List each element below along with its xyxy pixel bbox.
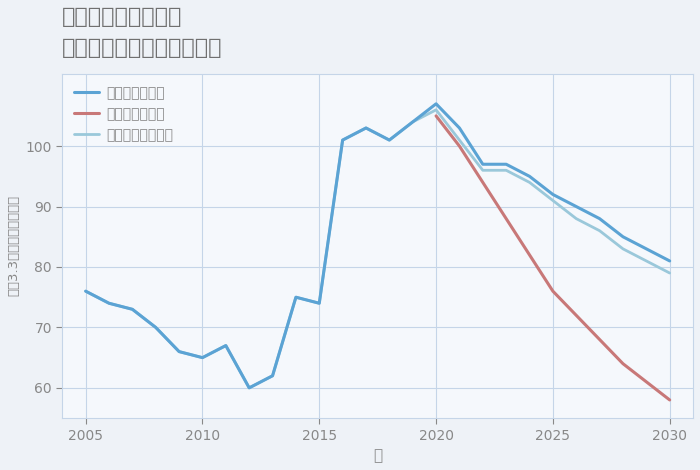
ノーマルシナリオ: [666, 270, 674, 276]
ノーマルシナリオ: [292, 294, 300, 300]
Legend: グッドシナリオ, バッドシナリオ, ノーマルシナリオ: グッドシナリオ, バッドシナリオ, ノーマルシナリオ: [69, 80, 178, 148]
ノーマルシナリオ: [619, 246, 627, 251]
バッドシナリオ: [525, 252, 533, 258]
ノーマルシナリオ: [596, 228, 604, 234]
バッドシナリオ: [596, 337, 604, 342]
バッドシナリオ: [642, 379, 650, 384]
ノーマルシナリオ: [198, 355, 206, 360]
バッドシナリオ: [549, 288, 557, 294]
ノーマルシナリオ: [175, 349, 183, 354]
バッドシナリオ: [619, 361, 627, 367]
ノーマルシナリオ: [105, 300, 113, 306]
グッドシナリオ: [549, 192, 557, 197]
ノーマルシナリオ: [245, 385, 253, 391]
グッドシナリオ: [479, 161, 487, 167]
ノーマルシナリオ: [362, 125, 370, 131]
グッドシナリオ: [525, 173, 533, 179]
ノーマルシナリオ: [432, 107, 440, 113]
ノーマルシナリオ: [502, 167, 510, 173]
グッドシナリオ: [619, 234, 627, 240]
グッドシナリオ: [81, 288, 90, 294]
グッドシナリオ: [385, 137, 393, 143]
ノーマルシナリオ: [455, 137, 463, 143]
Y-axis label: 坪（3.3㎡）単価（万円）: 坪（3.3㎡）単価（万円）: [7, 195, 20, 297]
ノーマルシナリオ: [409, 119, 417, 125]
グッドシナリオ: [175, 349, 183, 354]
グッドシナリオ: [432, 101, 440, 107]
グッドシナリオ: [409, 119, 417, 125]
バッドシナリオ: [455, 143, 463, 149]
Text: 千葉県成田市前林の
中古マンションの価格推移: 千葉県成田市前林の 中古マンションの価格推移: [62, 7, 223, 58]
ノーマルシナリオ: [549, 198, 557, 204]
グッドシナリオ: [362, 125, 370, 131]
グッドシナリオ: [105, 300, 113, 306]
バッドシナリオ: [666, 397, 674, 403]
ノーマルシナリオ: [81, 288, 90, 294]
グッドシナリオ: [128, 306, 136, 312]
グッドシナリオ: [222, 343, 230, 348]
グッドシナリオ: [198, 355, 206, 360]
バッドシナリオ: [502, 216, 510, 221]
グッドシナリオ: [245, 385, 253, 391]
グッドシナリオ: [642, 246, 650, 251]
ノーマルシナリオ: [479, 167, 487, 173]
ノーマルシナリオ: [222, 343, 230, 348]
グッドシナリオ: [338, 137, 346, 143]
バッドシナリオ: [572, 313, 580, 318]
グッドシナリオ: [666, 258, 674, 264]
ノーマルシナリオ: [128, 306, 136, 312]
グッドシナリオ: [596, 216, 604, 221]
グッドシナリオ: [455, 125, 463, 131]
グッドシナリオ: [502, 161, 510, 167]
バッドシナリオ: [432, 113, 440, 119]
グッドシナリオ: [268, 373, 277, 379]
ノーマルシナリオ: [385, 137, 393, 143]
グッドシナリオ: [151, 325, 160, 330]
ノーマルシナリオ: [315, 300, 323, 306]
ノーマルシナリオ: [268, 373, 277, 379]
ノーマルシナリオ: [525, 180, 533, 185]
Line: グッドシナリオ: グッドシナリオ: [85, 104, 670, 388]
ノーマルシナリオ: [151, 325, 160, 330]
X-axis label: 年: 年: [373, 448, 382, 463]
Line: ノーマルシナリオ: ノーマルシナリオ: [85, 110, 670, 388]
Line: バッドシナリオ: バッドシナリオ: [436, 116, 670, 400]
ノーマルシナリオ: [572, 216, 580, 221]
グッドシナリオ: [292, 294, 300, 300]
バッドシナリオ: [479, 180, 487, 185]
ノーマルシナリオ: [642, 258, 650, 264]
ノーマルシナリオ: [338, 137, 346, 143]
グッドシナリオ: [572, 204, 580, 209]
グッドシナリオ: [315, 300, 323, 306]
